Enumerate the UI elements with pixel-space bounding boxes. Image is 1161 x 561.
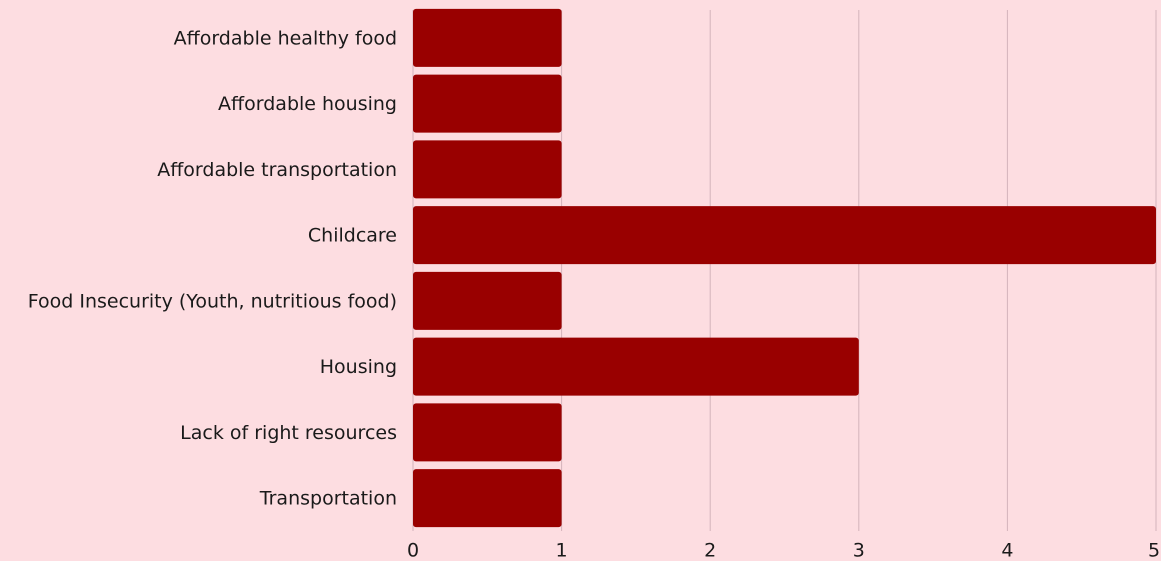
y-tick-label: Affordable healthy food [174, 27, 397, 49]
bar [413, 271, 562, 330]
y-tick-label: Affordable housing [218, 93, 397, 115]
x-tick-label: 1 [556, 540, 568, 561]
bar [413, 469, 562, 528]
bar [413, 8, 562, 67]
x-tick-label: 4 [1001, 540, 1013, 561]
bar [413, 206, 1156, 265]
x-tick-label: 2 [704, 540, 716, 561]
bar [413, 74, 562, 133]
x-tick-label: 0 [407, 540, 419, 561]
x-tick-label: 3 [853, 540, 865, 561]
bar [413, 140, 562, 199]
y-tick-label: Food Insecurity (Youth, nutritious food) [28, 290, 397, 312]
y-tick-label: Affordable transportation [157, 159, 397, 181]
y-tick-label: Lack of right resources [180, 422, 397, 444]
x-tick-label: 5 [1148, 540, 1160, 561]
y-tick-label: Childcare [308, 225, 397, 247]
bar [413, 337, 859, 396]
y-tick-label: Transportation [259, 488, 397, 510]
y-tick-label: Housing [320, 356, 397, 378]
bar [413, 403, 562, 462]
